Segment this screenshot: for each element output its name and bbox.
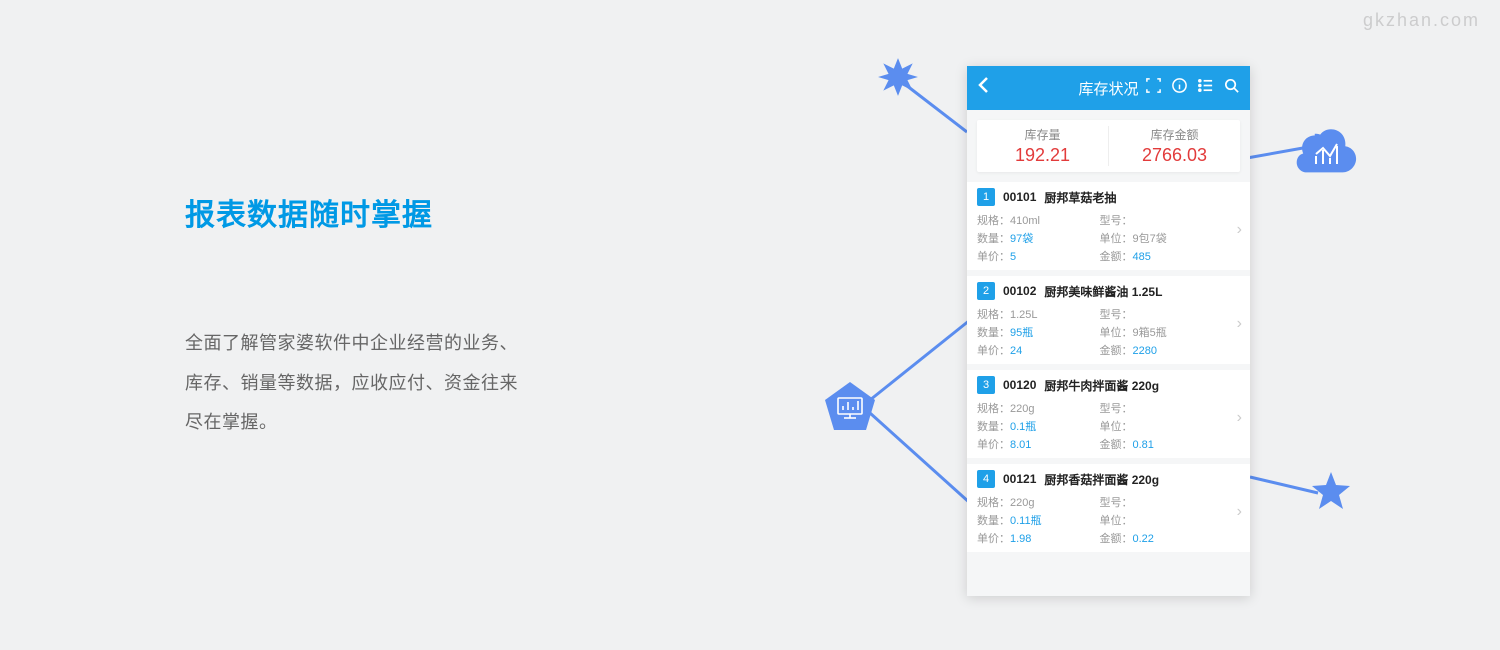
field-spec: 规格：220g [977, 400, 1100, 416]
field-price: 单价：24 [977, 342, 1100, 358]
list-item[interactable]: 1 00101 厨邦草菇老抽规格：410ml型号：数量：97袋单位：9包7袋单价：5… [967, 182, 1250, 270]
field-qty: 数量：97袋 [977, 230, 1100, 246]
connector-line [862, 315, 972, 405]
summary-qty: 库存量 192.21 [977, 126, 1109, 166]
connector-line [862, 408, 972, 508]
phone-mockup: 库存状况 库存量 192.21 库存金额 2766.03 1 00101 厨邦草菇老… [967, 66, 1250, 596]
field-amount: 金额：0.81 [1100, 436, 1223, 452]
description: 全面了解管家婆软件中企业经营的业务、 库存、销量等数据，应收应付、资金往来 尽在… [185, 324, 665, 443]
list-icon[interactable] [1197, 77, 1214, 99]
field-price: 单价：1.98 [977, 530, 1100, 546]
inventory-list[interactable]: 100101厨邦草菇老抽规格：410ml型号：数量：97袋单位：9包7袋单价：5… [967, 182, 1250, 596]
field-model: 型号： [1100, 400, 1223, 416]
app-header: 库存状况 [967, 66, 1250, 110]
item-code: 00102 [1003, 284, 1036, 298]
field-unit: 单位：9包7袋 [1100, 230, 1223, 246]
field-model: 型号： [1100, 306, 1223, 322]
item-index-badge: 2 [977, 282, 995, 300]
field-amount: 金额：485 [1100, 248, 1223, 264]
info-icon[interactable] [1171, 77, 1188, 99]
watermark-text: gkzhan.com [1363, 10, 1480, 31]
summary-amount: 库存金额 2766.03 [1109, 126, 1240, 166]
field-model: 型号： [1100, 494, 1223, 510]
field-qty: 数量：0.1瓶 [977, 418, 1100, 434]
field-spec: 规格：1.25L [977, 306, 1100, 322]
item-name: 厨邦美味鲜酱油 1.25L [1044, 283, 1162, 300]
list-item[interactable]: 3 00120 厨邦牛肉拌面酱 220g 规格：220g型号：数量：0.1瓶单位：单价… [967, 370, 1250, 458]
heading: 报表数据随时掌握 [185, 190, 665, 234]
item-name: 厨邦牛肉拌面酱 220g [1044, 377, 1159, 394]
star-icon [1310, 470, 1352, 512]
item-index-badge: 3 [977, 376, 995, 394]
summary-amount-label: 库存金额 [1109, 126, 1240, 143]
field-amount: 金额：0.22 [1100, 530, 1223, 546]
item-code: 00120 [1003, 378, 1036, 392]
list-item[interactable]: 4 00121 厨邦香菇拌面酱 220g 规格：220g型号：数量：0.11瓶单位：单… [967, 464, 1250, 552]
field-spec: 规格：220g [977, 494, 1100, 510]
item-index-badge: 4 [977, 470, 995, 488]
back-icon[interactable] [977, 76, 991, 100]
chevron-right-icon: › [1237, 409, 1242, 427]
field-model: 型号： [1100, 212, 1223, 228]
burst-icon [877, 56, 919, 98]
field-qty: 数量：0.11瓶 [977, 512, 1100, 528]
chevron-right-icon: › [1237, 221, 1242, 239]
field-amount: 金额：2280 [1100, 342, 1223, 358]
scan-icon[interactable] [1145, 77, 1162, 99]
desc-line-2: 库存、销量等数据，应收应付、资金往来 [185, 364, 665, 404]
list-item[interactable]: 2 00102 厨邦美味鲜酱油 1.25L 规格：1.25L型号：数量：95瓶单位：9… [967, 276, 1250, 364]
pentagon-monitor-icon [823, 380, 877, 434]
summary-qty-value: 192.21 [977, 145, 1108, 166]
cloud-chart-icon [1294, 122, 1360, 178]
field-qty: 数量：95瓶 [977, 324, 1100, 340]
summary-qty-label: 库存量 [977, 126, 1108, 143]
item-code: 00121 [1003, 472, 1036, 486]
desc-line-1: 全面了解管家婆软件中企业经营的业务、 [185, 324, 665, 364]
field-unit: 单位：9箱5瓶 [1100, 324, 1223, 340]
field-spec: 规格：410ml [977, 212, 1100, 228]
item-name: 厨邦草菇老抽 [1044, 189, 1116, 206]
summary-amount-value: 2766.03 [1109, 145, 1240, 166]
item-index-badge: 1 [977, 188, 995, 206]
summary-card: 库存量 192.21 库存金额 2766.03 [977, 120, 1240, 172]
marketing-copy: 报表数据随时掌握 全面了解管家婆软件中企业经营的业务、 库存、销量等数据，应收应… [185, 190, 665, 443]
desc-line-3: 尽在掌握。 [185, 403, 665, 443]
chevron-right-icon: › [1237, 503, 1242, 521]
item-name: 厨邦香菇拌面酱 220g [1044, 471, 1159, 488]
chevron-right-icon: › [1237, 315, 1242, 333]
item-code: 00101 [1003, 190, 1036, 204]
page-title: 库存状况 [1078, 78, 1138, 99]
search-icon[interactable] [1223, 77, 1240, 99]
field-price: 单价：8.01 [977, 436, 1100, 452]
field-unit: 单位： [1100, 512, 1223, 528]
field-unit: 单位： [1100, 418, 1223, 434]
field-price: 单价：5 [977, 248, 1100, 264]
